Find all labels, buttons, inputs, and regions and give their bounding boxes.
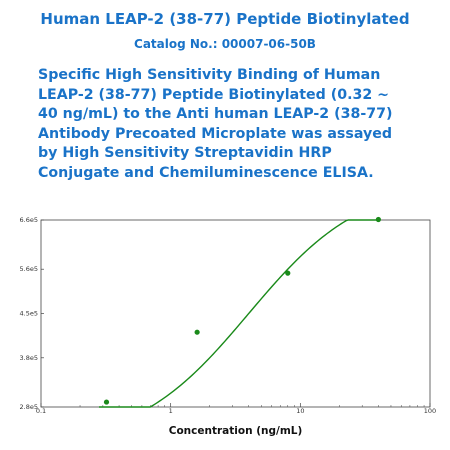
data-point bbox=[103, 399, 110, 405]
description-line: LEAP-2 (38-77) Peptide Biotinylated (0.3… bbox=[38, 86, 390, 103]
description-line: 40 ng/mL) to the Anti human LEAP-2 (38-7… bbox=[38, 106, 393, 122]
page-title: Human LEAP-2 (38-77) Peptide Biotinylate… bbox=[40, 10, 410, 28]
description-line: by High Sensitivity Streptavidin HRP bbox=[38, 145, 332, 161]
x-tick-label: 100 bbox=[424, 407, 436, 415]
data-point bbox=[375, 216, 382, 223]
fit-curve-line bbox=[98, 219, 379, 408]
y-tick-label: 4.5e5 bbox=[20, 310, 38, 318]
description-line: Antibody Precoated Microplate was assaye… bbox=[38, 125, 392, 142]
data-point bbox=[194, 329, 200, 335]
y-tick-label: 5.6e5 bbox=[20, 265, 38, 273]
x-axis-label: Concentration (ng/mL) bbox=[169, 425, 303, 437]
x-tick-label: 10 bbox=[296, 407, 304, 415]
y-axis: 2.8e5 3.8e5 4.5e5 5.6e5 6.6e5 bbox=[20, 216, 44, 411]
description-line: Conjugate and Chemiluminescence ELISA. bbox=[38, 164, 374, 181]
x-tick-label: 1 bbox=[169, 407, 173, 415]
data-point bbox=[285, 270, 291, 276]
data-points bbox=[103, 216, 382, 405]
x-axis: 0.1 1 10 100 bbox=[36, 403, 436, 415]
assay-description: Specific High Sensitivity Binding of Hum… bbox=[38, 66, 428, 183]
description-line: Specific High Sensitivity Binding of Hum… bbox=[38, 67, 381, 83]
y-tick-label: 2.8e5 bbox=[20, 403, 38, 411]
x-tick-label: 0.1 bbox=[36, 407, 46, 415]
catalog-number: Catalog No.: 00007-06-50B bbox=[134, 37, 316, 51]
plot-frame bbox=[40, 219, 431, 408]
y-tick-label: 6.6e5 bbox=[20, 216, 38, 224]
y-tick-label: 3.8e5 bbox=[20, 354, 38, 362]
